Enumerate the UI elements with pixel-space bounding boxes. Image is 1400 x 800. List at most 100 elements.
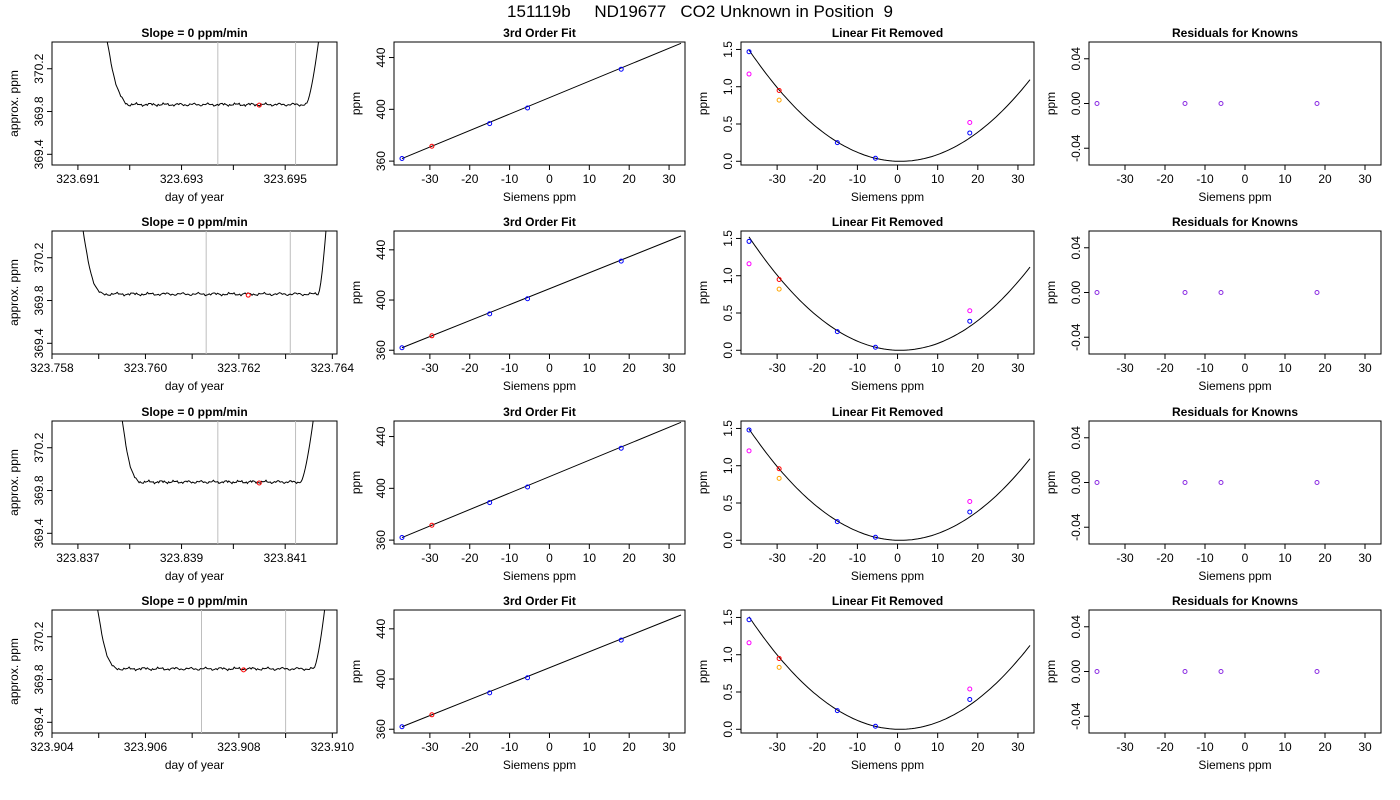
- x-tick-label: 323.758: [30, 361, 74, 375]
- x-tick-label: -30: [1116, 551, 1134, 565]
- x-tick-label: 30: [1011, 361, 1025, 375]
- x-tick-label: -30: [1116, 740, 1134, 754]
- y-tick-label: 369.4: [32, 139, 46, 169]
- unknown-point: [256, 480, 262, 486]
- plot-area: [97, 610, 326, 733]
- x-tick-label: 0: [894, 551, 901, 565]
- x-tick-label: 323.693: [160, 172, 204, 186]
- x-axis-label: Siemens ppm: [503, 379, 576, 393]
- x-tick-label: 20: [1318, 740, 1332, 754]
- x-tick-label: -30: [768, 740, 786, 754]
- data-point-known: [746, 49, 752, 55]
- data-point-unknown: [429, 143, 435, 149]
- x-tick-label: 0: [1242, 740, 1249, 754]
- x-tick-label: 30: [1358, 740, 1372, 754]
- data-point-known: [834, 519, 840, 525]
- x-tick-label: 20: [1318, 172, 1332, 186]
- plot-frame: [1088, 230, 1382, 355]
- y-tick-label: 360: [374, 530, 388, 550]
- x-tick-label: 30: [662, 361, 676, 375]
- x-tick-label: 0: [1242, 551, 1249, 565]
- x-tick-label: 30: [662, 172, 676, 186]
- data-point-known: [525, 296, 531, 302]
- data-point-known: [872, 534, 878, 540]
- data-point-known: [487, 500, 493, 506]
- x-tick-label: -10: [849, 361, 867, 375]
- x-tick-label: 30: [1358, 172, 1372, 186]
- y-axis-label: ppm: [696, 660, 710, 683]
- y-tick-label: 369.8: [32, 664, 46, 694]
- x-tick-label: 20: [623, 172, 637, 186]
- plot-area: [746, 427, 1031, 541]
- y-axis-label: ppm: [349, 471, 363, 494]
- x-tick-label: -20: [461, 740, 479, 754]
- data-point-residual: [1182, 480, 1188, 485]
- y-tick-label: -0.04: [1069, 323, 1083, 351]
- y-tick-label: 0.00: [1069, 91, 1083, 115]
- x-tick-label: -30: [768, 361, 786, 375]
- data-point-residual: [1182, 669, 1188, 674]
- panel-3-3: Linear Fit Removed -30 -20 -10 0 10 20 30 0.0 0.5…: [696, 405, 1035, 583]
- x-tick-label: -30: [421, 740, 439, 754]
- y-tick-label: 369.4: [32, 707, 46, 737]
- x-tick-label: -20: [1156, 172, 1174, 186]
- x-tick-label: 10: [583, 551, 597, 565]
- y-tick-label: 400: [374, 290, 388, 310]
- x-tick-label: -30: [768, 172, 786, 186]
- x-axis-label: day of year: [165, 379, 224, 393]
- y-tick-label: 0.04: [1069, 426, 1083, 450]
- x-tick-label: 0: [546, 551, 553, 565]
- x-tick-label: 20: [1318, 551, 1332, 565]
- ppm-trace: [106, 42, 319, 108]
- plot-frame: [51, 420, 338, 545]
- y-tick-label: 1.5: [721, 41, 735, 58]
- data-point-residual: [1314, 101, 1320, 106]
- x-tick-label: 323.906: [124, 740, 168, 754]
- plot-frame: [1088, 41, 1382, 166]
- x-tick-label: 10: [931, 172, 945, 186]
- x-tick-label: -30: [421, 361, 439, 375]
- data-point-residual: [1094, 480, 1100, 485]
- x-axis-label: day of year: [165, 569, 224, 583]
- x-tick-label: 0: [546, 740, 553, 754]
- x-tick-label: -10: [1196, 172, 1214, 186]
- data-point-known: [618, 445, 624, 451]
- x-tick-label: -30: [421, 172, 439, 186]
- x-axis-label: day of year: [165, 190, 224, 204]
- data-point-known: [746, 617, 752, 623]
- plot-area: [746, 616, 1031, 730]
- plot-area: [399, 614, 682, 730]
- panel-title: Slope = 0 ppm/min: [141, 594, 247, 608]
- x-tick-label: 10: [1278, 361, 1292, 375]
- x-tick-label: -10: [501, 740, 519, 754]
- fit-curve: [748, 616, 1031, 730]
- y-tick-label: 0.5: [721, 683, 735, 700]
- panel-1-4: Residuals for Knowns -30 -20 -10 0 10 20 30 -0.0…: [1044, 26, 1382, 204]
- x-tick-label: -20: [809, 740, 827, 754]
- panel-2-3: Linear Fit Removed -30 -20 -10 0 10 20 30 0.0 0.5…: [696, 215, 1035, 393]
- y-tick-label: 0.5: [721, 494, 735, 511]
- data-point-unknown: [429, 712, 435, 718]
- plot-frame: [740, 609, 1035, 734]
- panel-4-4: Residuals for Knowns -30 -20 -10 0 10 20 30 -0.0…: [1044, 594, 1382, 772]
- fit-line: [401, 421, 682, 538]
- y-tick-label: 370.2: [32, 242, 46, 272]
- plot-area: [399, 421, 682, 541]
- panel-title: Residuals for Knowns: [1172, 26, 1298, 40]
- x-axis-label: Siemens ppm: [851, 569, 924, 583]
- x-axis-label: Siemens ppm: [1198, 758, 1271, 772]
- data-point-magenta: [746, 261, 752, 267]
- data-point-known: [399, 156, 405, 162]
- y-axis-label: approx. ppm: [7, 638, 21, 705]
- data-point-known: [834, 329, 840, 335]
- x-axis-label: Siemens ppm: [851, 190, 924, 204]
- y-tick-label: 400: [374, 669, 388, 689]
- data-point-known: [834, 708, 840, 714]
- plot-frame: [740, 41, 1035, 166]
- data-point-known: [967, 318, 973, 324]
- y-tick-label: -0.04: [1069, 134, 1083, 162]
- x-tick-label: 10: [1278, 551, 1292, 565]
- x-axis-label: Siemens ppm: [851, 379, 924, 393]
- panel-title: Linear Fit Removed: [832, 26, 943, 40]
- x-tick-label: 323.695: [263, 172, 307, 186]
